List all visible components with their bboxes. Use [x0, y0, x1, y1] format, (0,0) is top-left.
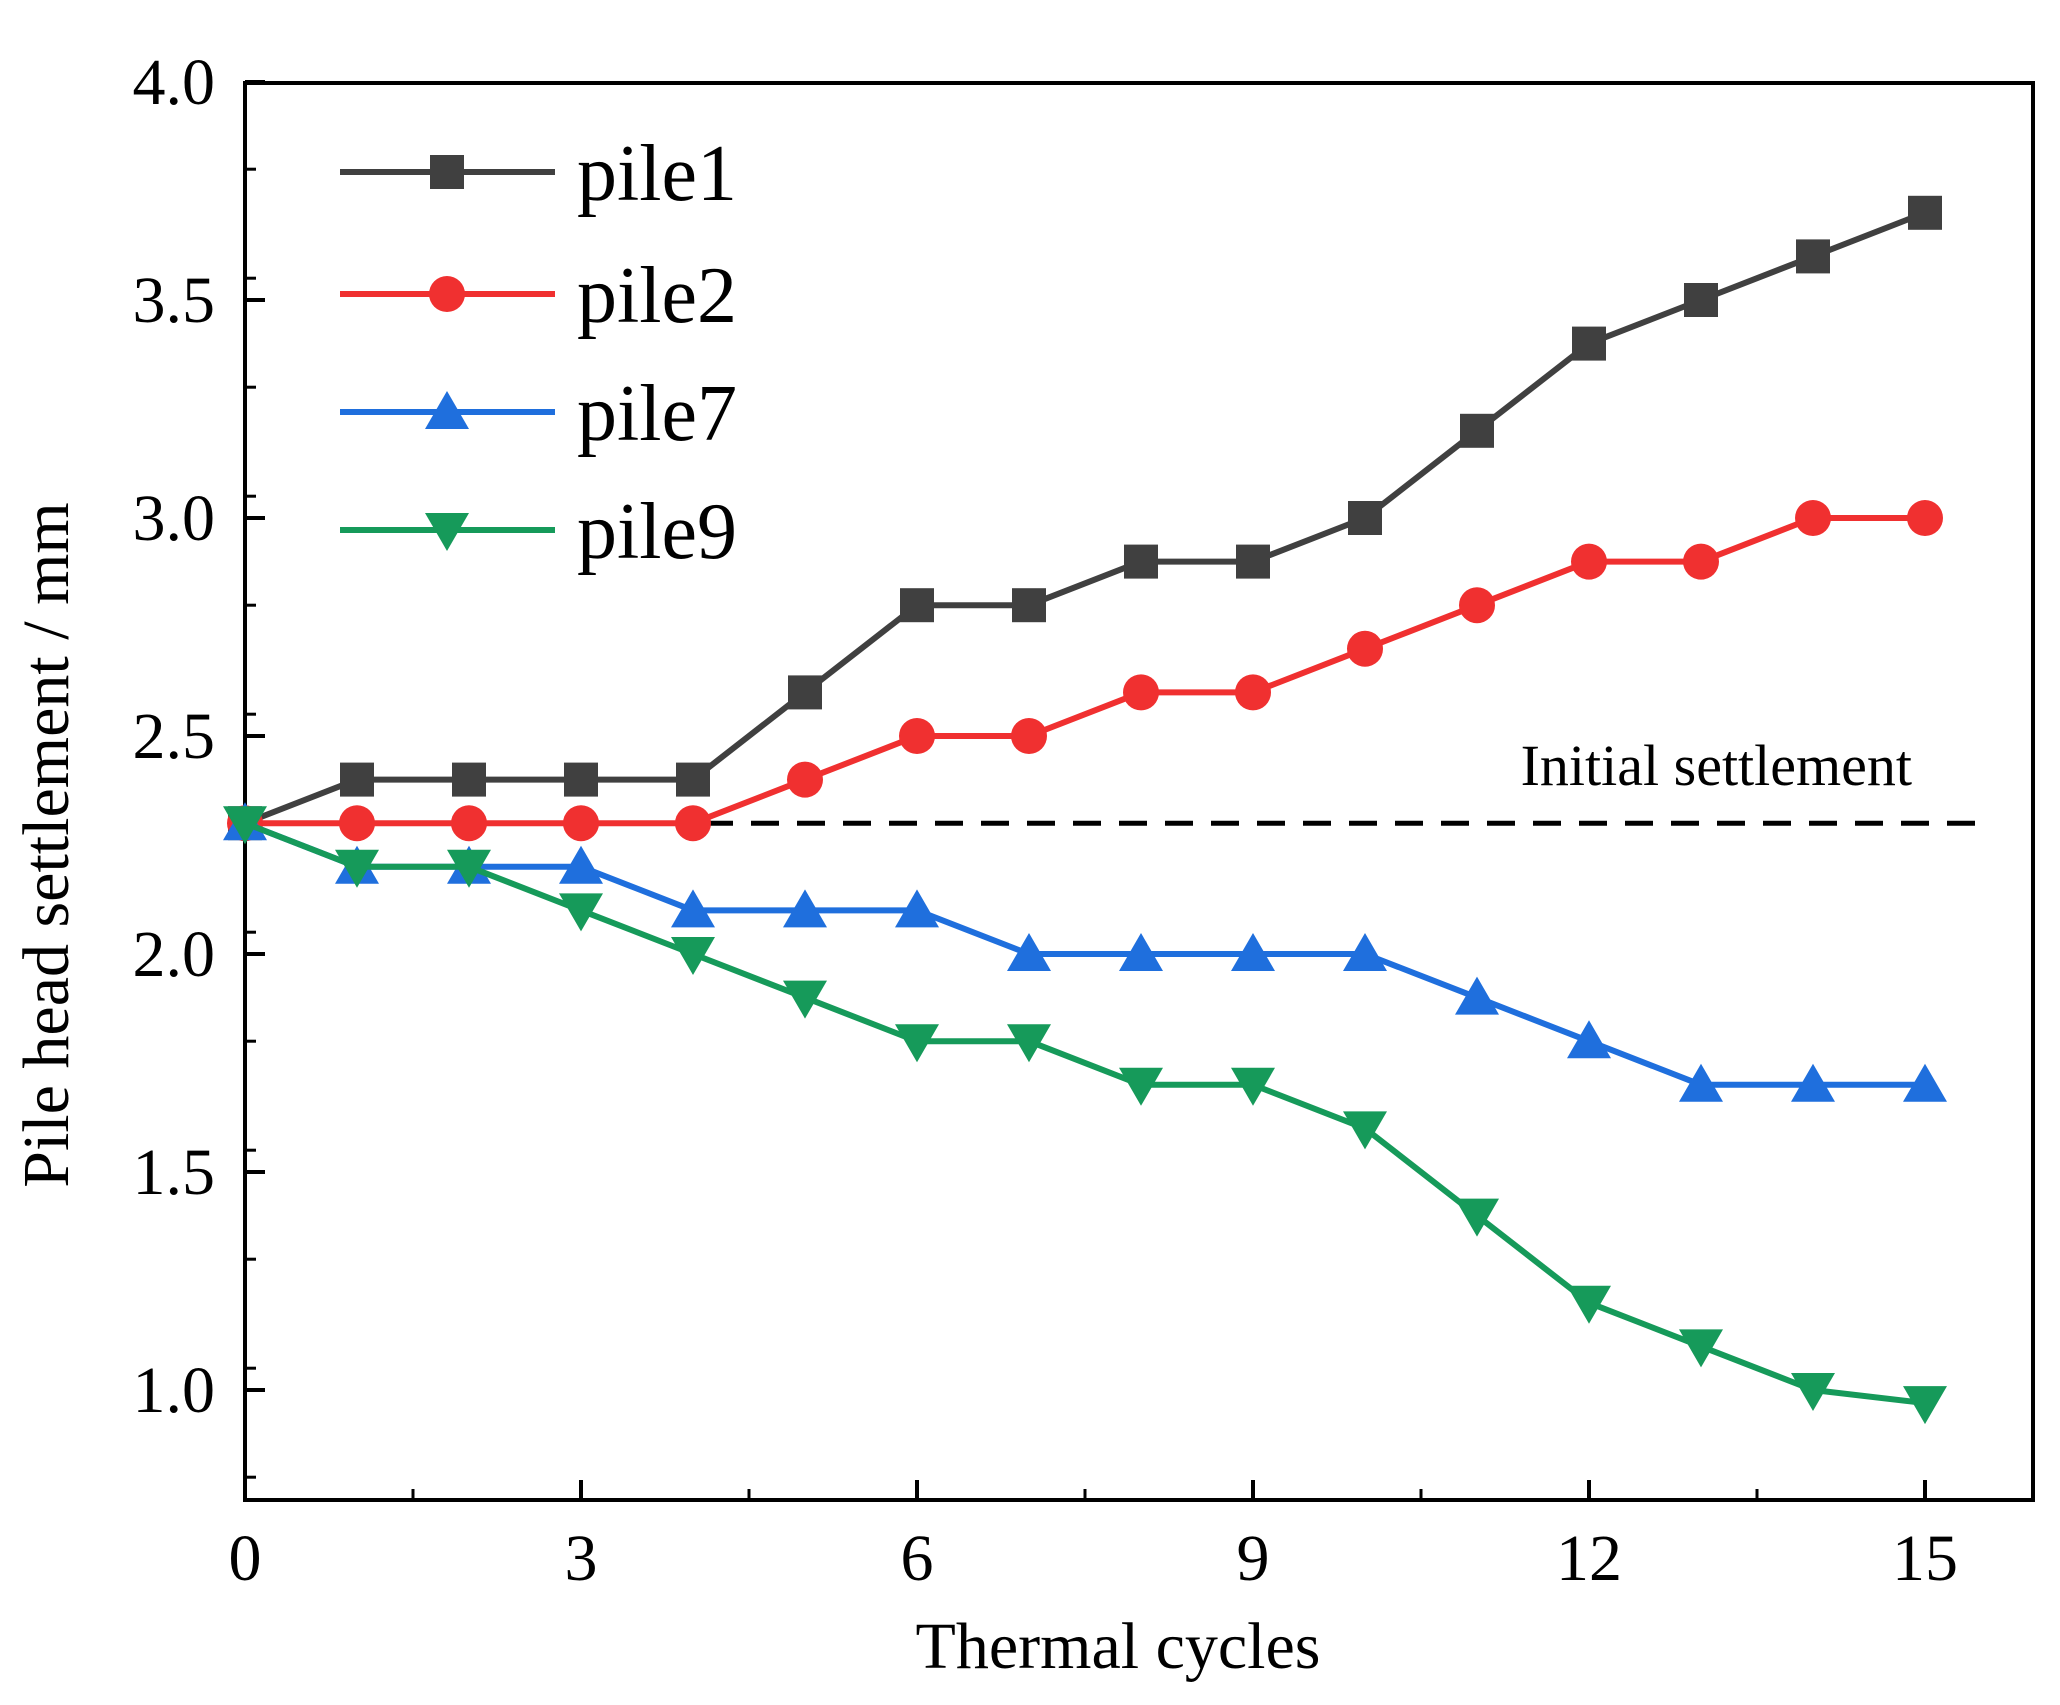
data-point-pile1 — [1348, 501, 1382, 535]
data-point-pile7 — [783, 889, 827, 928]
series-pile9 — [223, 806, 1947, 1425]
series-pile1 — [228, 195, 1942, 841]
x-tick-label: 3 — [565, 1522, 598, 1595]
data-point-pile9 — [1903, 1386, 1947, 1425]
data-point-pile1 — [1572, 326, 1606, 361]
data-point-pile9 — [1679, 1329, 1723, 1368]
data-point-pile2 — [1459, 587, 1495, 624]
data-point-pile9 — [1007, 1024, 1051, 1063]
data-point-pile9 — [1119, 1067, 1163, 1106]
data-point-pile2 — [563, 805, 599, 842]
y-axis-title: Pile head settlement / mm — [10, 502, 83, 1188]
series-line-pile9 — [243, 820, 1926, 1407]
data-point-pile9 — [559, 893, 603, 932]
data-point-pile7 — [1231, 933, 1275, 971]
data-point-pile1 — [1460, 413, 1494, 448]
x-tick-label: 0 — [229, 1522, 262, 1595]
data-point-pile9 — [783, 980, 827, 1019]
x-tick-label: 12 — [1556, 1522, 1622, 1595]
data-point-pile9 — [1231, 1067, 1275, 1106]
data-point-pile1 — [340, 762, 374, 797]
data-point-pile7 — [1455, 976, 1499, 1015]
data-point-pile9 — [895, 1024, 939, 1063]
data-point-pile7 — [1007, 933, 1051, 971]
legend-item-pile9: pile9 — [340, 488, 737, 576]
y-tick-label: 3.5 — [133, 264, 216, 337]
x-axis-title: Thermal cycles — [916, 1610, 1321, 1683]
legend-marker — [425, 513, 469, 551]
legend-marker — [425, 391, 469, 429]
data-point-pile2 — [339, 805, 375, 842]
data-point-pile9 — [1791, 1373, 1835, 1411]
data-point-pile7 — [1343, 933, 1387, 971]
data-point-pile7 — [671, 889, 715, 928]
y-tick-label: 3.0 — [133, 482, 216, 555]
data-point-pile2 — [1011, 718, 1047, 754]
x-tick-label: 15 — [1892, 1522, 1958, 1595]
legend-marker — [430, 155, 464, 189]
data-point-pile7 — [895, 889, 939, 928]
data-point-pile1 — [564, 762, 598, 797]
y-tick-label: 2.5 — [133, 700, 216, 773]
data-point-pile2 — [1347, 630, 1383, 667]
y-tick-label: 4.0 — [133, 46, 216, 119]
legend-item-pile2: pile2 — [340, 252, 737, 340]
data-point-pile1 — [1012, 588, 1046, 623]
data-point-pile7 — [1679, 1063, 1723, 1102]
data-point-pile2 — [1235, 674, 1271, 711]
series-line-pile1 — [243, 210, 1927, 826]
legend-label: pile9 — [577, 488, 737, 576]
data-point-pile2 — [1907, 500, 1943, 536]
data-point-pile7 — [1119, 933, 1163, 971]
data-point-pile2 — [675, 805, 711, 842]
legend-item-pile1: pile1 — [340, 130, 737, 218]
data-point-pile2 — [451, 805, 487, 842]
series-line-pile7 — [243, 820, 1925, 1088]
legend-label: pile1 — [577, 130, 737, 218]
data-point-pile9 — [335, 849, 379, 888]
data-point-pile9 — [1567, 1285, 1611, 1324]
y-tick-label: 1.5 — [133, 1136, 216, 1209]
data-point-pile1 — [676, 762, 710, 797]
data-point-pile1 — [1124, 544, 1158, 579]
data-point-pile2 — [787, 761, 823, 798]
data-point-pile9 — [1455, 1198, 1499, 1237]
legend-label: pile7 — [577, 370, 737, 458]
data-point-pile9 — [671, 937, 715, 975]
data-point-pile2 — [1795, 500, 1831, 536]
data-point-pile2 — [1683, 543, 1719, 580]
data-point-pile1 — [1684, 283, 1718, 317]
data-point-pile2 — [1571, 543, 1607, 580]
data-point-pile2 — [899, 718, 935, 754]
data-point-pile1 — [900, 588, 934, 623]
data-point-pile7 — [559, 845, 603, 884]
data-point-pile1 — [788, 675, 822, 710]
x-tick-label: 6 — [901, 1522, 934, 1595]
series-pile7 — [223, 802, 1947, 1102]
data-point-pile9 — [447, 849, 491, 888]
y-tick-label: 2.0 — [133, 918, 216, 991]
reference-line-label: Initial settlement — [1521, 733, 1912, 798]
legend-item-pile7: pile7 — [340, 370, 737, 458]
x-tick-label: 9 — [1237, 1522, 1270, 1595]
legend-label: pile2 — [577, 252, 737, 340]
data-point-pile1 — [1796, 239, 1830, 274]
plot-frame — [243, 81, 2035, 1502]
legend-marker — [429, 276, 465, 312]
series-line-pile2 — [245, 515, 1925, 827]
data-point-pile1 — [452, 762, 486, 797]
data-point-pile7 — [1567, 1020, 1611, 1059]
y-tick-label: 1.0 — [133, 1354, 216, 1427]
data-point-pile1 — [1236, 544, 1270, 579]
data-point-pile7 — [1903, 1063, 1947, 1102]
data-point-pile7 — [1791, 1063, 1835, 1102]
data-point-pile9 — [223, 806, 267, 845]
data-point-pile2 — [1123, 674, 1159, 711]
data-point-pile9 — [1343, 1111, 1387, 1150]
data-point-pile1 — [1908, 195, 1942, 230]
